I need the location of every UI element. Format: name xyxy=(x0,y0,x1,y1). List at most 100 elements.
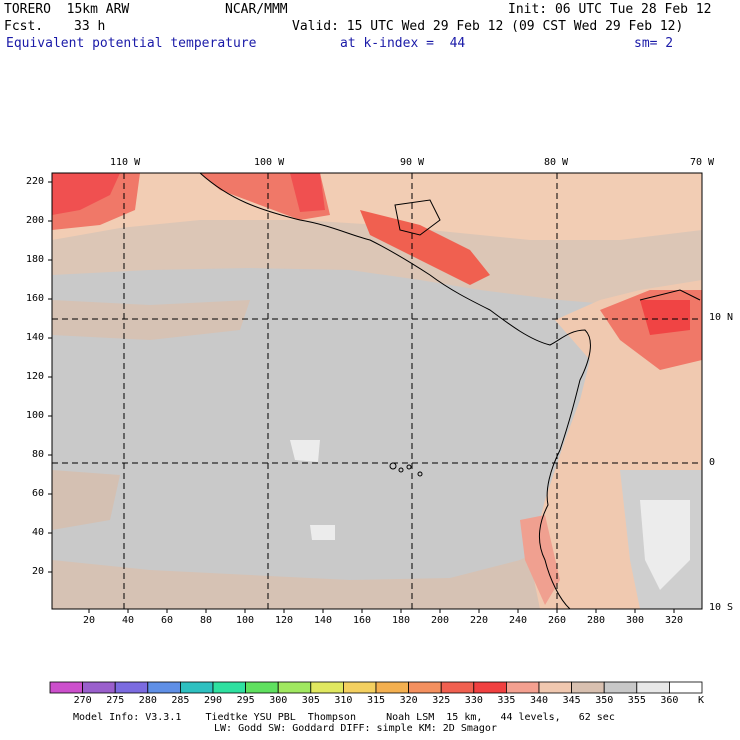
galapagos-islands xyxy=(389,462,423,477)
x-tick-label: 220 xyxy=(470,615,489,626)
colorbar-swatch xyxy=(473,681,507,694)
x-tick-label: 40 xyxy=(122,615,135,626)
physics-info: LW: Godd SW: Goddard DIFF: simple KM: 2D… xyxy=(214,723,497,734)
map-frame xyxy=(51,172,703,610)
colorbar-swatch xyxy=(440,681,475,694)
lon-label-100w: 100 W xyxy=(254,157,285,168)
colorbar-level-label: 350 xyxy=(595,695,614,706)
x-tick-label: 200 xyxy=(431,615,450,626)
colorbar-swatch xyxy=(245,681,279,694)
colorbar-swatch xyxy=(375,681,409,694)
colorbar-swatch xyxy=(277,681,312,694)
fcst-label: Fcst. xyxy=(4,19,44,34)
colorbar-level-label: 290 xyxy=(204,695,223,706)
lat-label-10n: 10 N xyxy=(709,312,734,323)
y-tick-label: 160 xyxy=(26,293,45,304)
y-tick-label: 140 xyxy=(26,332,45,343)
x-tick-label: 240 xyxy=(509,615,528,626)
colorbar-swatch xyxy=(342,681,377,694)
colorbar-level-label: 340 xyxy=(530,695,549,706)
colorbar-level-label: 310 xyxy=(334,695,353,706)
y-tick-label: 100 xyxy=(26,410,45,421)
colorbar-swatch xyxy=(636,681,670,694)
x-tick-label: 160 xyxy=(353,615,372,626)
colorbar-swatch xyxy=(310,681,344,694)
lat-label-0: 0 xyxy=(709,457,716,468)
y-tick-label: 120 xyxy=(26,371,45,382)
colorbar-level-label: 335 xyxy=(497,695,516,706)
warm-patch-peru xyxy=(520,515,560,605)
lat-label-10s: 10 S xyxy=(709,602,734,613)
colorbar-level-label: 300 xyxy=(269,695,288,706)
x-tick-label: 140 xyxy=(314,615,333,626)
lon-label-80w: 80 W xyxy=(544,157,569,168)
colorbar-swatch xyxy=(669,681,703,694)
northern-warm-band xyxy=(52,173,702,240)
colorbar-swatch xyxy=(603,681,638,694)
colorbar-swatch xyxy=(49,681,83,694)
model-title: TORERO 15km ARW xyxy=(4,2,130,17)
smoothing-label: sm= 2 xyxy=(634,36,674,51)
colorbar-level-label: 320 xyxy=(399,695,418,706)
colorbar-swatch xyxy=(408,681,442,694)
x-tick-label: 120 xyxy=(275,615,294,626)
colorbar-level-label: 315 xyxy=(367,695,386,706)
fcst-value: 33 h xyxy=(74,19,106,34)
colorbar-swatch xyxy=(179,681,214,694)
level-label: at k-index = 44 xyxy=(340,36,466,51)
lon-label-90w: 90 W xyxy=(400,157,425,168)
colorbar-level-label: 295 xyxy=(236,695,255,706)
y-tick-label: 220 xyxy=(26,176,45,187)
coastline xyxy=(199,173,591,609)
x-tick-label: 300 xyxy=(626,615,645,626)
colorbar-level-label: 325 xyxy=(432,695,451,706)
caribbean-coast xyxy=(639,289,701,301)
colorbar-level-label: 360 xyxy=(660,695,679,706)
init-time: Init: 06 UTC Tue 28 Feb 12 xyxy=(508,2,712,17)
field-name: Equivalent potential temperature xyxy=(6,36,257,51)
colorbar-level-label: 280 xyxy=(138,695,157,706)
x-tick-label: 100 xyxy=(236,615,255,626)
colorbar-swatch xyxy=(212,681,246,694)
y-tick-label: 20 xyxy=(32,566,45,577)
y-ticks xyxy=(48,181,52,573)
colorbar xyxy=(49,681,703,694)
colorbar-level-label: 275 xyxy=(106,695,125,706)
org-label: NCAR/MMM xyxy=(225,2,288,17)
hot-patch-nw xyxy=(52,173,120,215)
yucatan-outline xyxy=(394,199,441,236)
colorbar-swatch xyxy=(147,681,181,694)
west-patch xyxy=(52,470,120,530)
colorbar-swatch xyxy=(538,681,572,694)
y-tick-label: 180 xyxy=(26,254,45,265)
model-info: Model Info: V3.3.1 Tiedtke YSU PBL Thomp… xyxy=(73,712,615,723)
colorbar-swatch xyxy=(505,681,540,694)
x-ticks xyxy=(88,609,675,613)
x-tick-label: 80 xyxy=(200,615,213,626)
light-patch-1 xyxy=(290,440,320,462)
x-tick-label: 60 xyxy=(161,615,174,626)
y-tick-label: 40 xyxy=(32,527,45,538)
colorbar-level-label: 345 xyxy=(562,695,581,706)
x-tick-label: 180 xyxy=(392,615,411,626)
warm-patch-central-america xyxy=(360,210,490,285)
lon-label-70w: 70 W xyxy=(690,157,715,168)
x-tick-label: 280 xyxy=(587,615,606,626)
hot-patch-colombia xyxy=(640,300,690,335)
y-tick-label: 80 xyxy=(32,449,45,460)
mid-band xyxy=(52,300,250,340)
colorbar-level-label: 270 xyxy=(73,695,92,706)
graticule xyxy=(52,173,702,609)
x-tick-label: 320 xyxy=(665,615,684,626)
x-tick-label: 260 xyxy=(548,615,567,626)
colorbar-unit: K xyxy=(698,695,705,706)
y-tick-label: 200 xyxy=(26,215,45,226)
andes-white xyxy=(640,500,690,590)
hot-patch-mexico xyxy=(290,173,325,212)
lon-label-110w: 110 W xyxy=(110,157,141,168)
colorbar-level-label: 330 xyxy=(464,695,483,706)
x-tick-label: 20 xyxy=(83,615,96,626)
colorbar-level-label: 305 xyxy=(301,695,320,706)
light-patch-2 xyxy=(310,525,335,540)
